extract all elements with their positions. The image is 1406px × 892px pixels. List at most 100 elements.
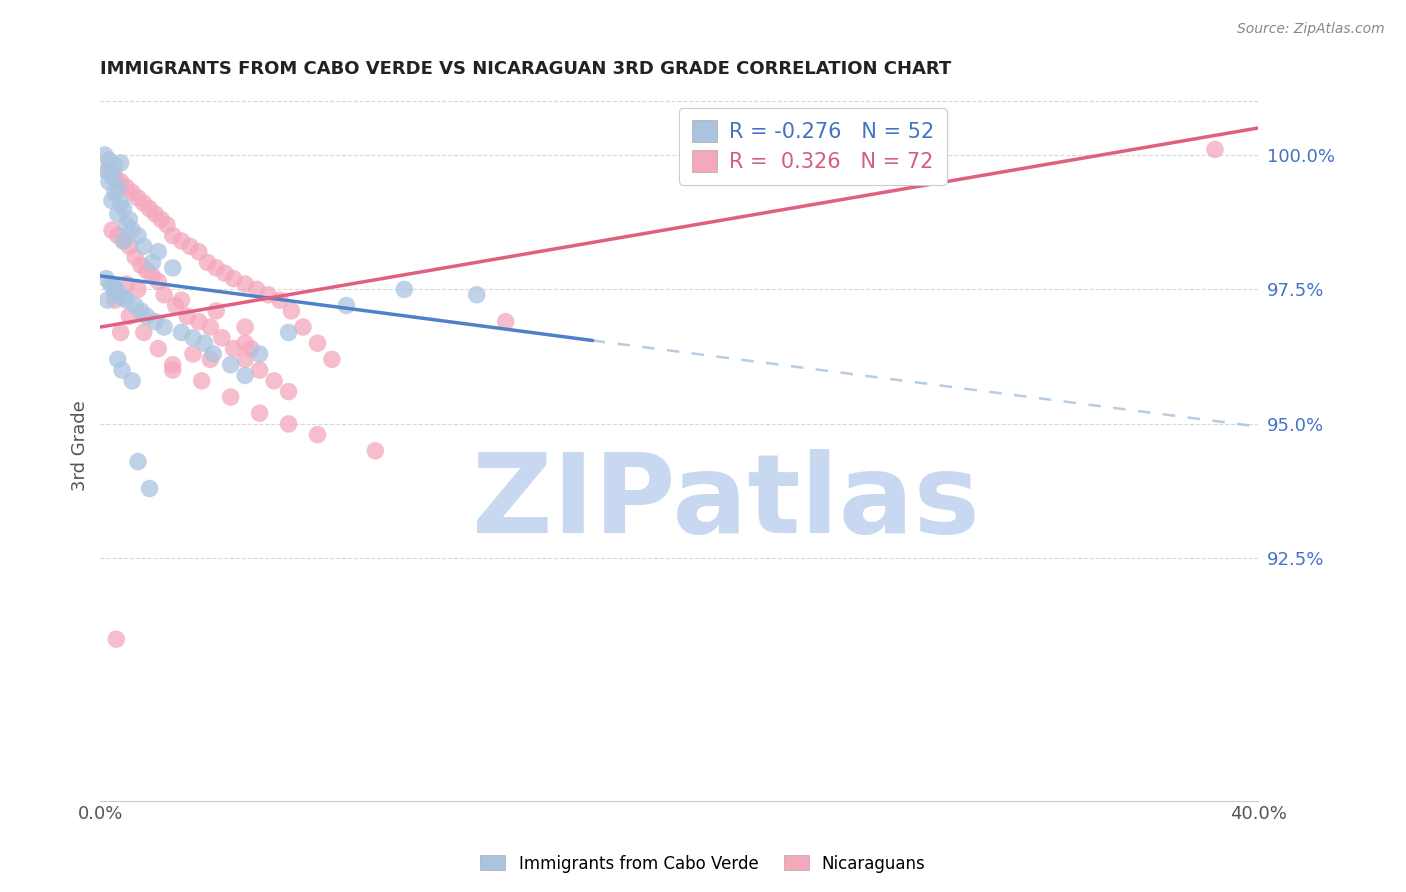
Point (211, 331, 233, 345)
Point (110, 175, 132, 189)
Point (148, 274, 170, 288)
Point (176, 310, 198, 324)
Point (197, 255, 219, 269)
Point (115, 277, 138, 291)
Point (179, 239, 201, 253)
Point (94, 271, 117, 285)
Point (263, 374, 285, 388)
Point (110, 196, 132, 211)
Point (107, 228, 129, 243)
Point (135, 310, 157, 324)
Point (110, 326, 132, 340)
Point (205, 304, 228, 318)
Point (233, 368, 256, 383)
Point (222, 342, 245, 356)
Point (257, 287, 280, 301)
Point (104, 159, 127, 173)
Point (200, 352, 222, 367)
Point (249, 406, 271, 420)
Point (98, 175, 121, 189)
Point (127, 454, 149, 468)
Point (181, 331, 204, 345)
Point (100, 277, 122, 291)
Point (129, 258, 152, 272)
Point (141, 268, 163, 283)
Point (112, 234, 135, 248)
Point (115, 293, 138, 307)
Point (112, 202, 135, 216)
Point (115, 180, 138, 194)
Point (105, 632, 128, 647)
Point (115, 218, 138, 232)
Text: IMMIGRANTS FROM CABO VERDE VS NICARAGUAN 3RD GRADE CORRELATION CHART: IMMIGRANTS FROM CABO VERDE VS NICARAGUAN… (100, 60, 952, 78)
Point (138, 482, 160, 496)
Point (156, 218, 179, 232)
Point (233, 352, 256, 367)
Point (187, 244, 209, 259)
Point (233, 320, 256, 334)
Legend: R = -0.276   N = 52, R =  0.326   N = 72: R = -0.276 N = 52, R = 0.326 N = 72 (679, 108, 946, 185)
Point (118, 310, 141, 324)
Point (246, 282, 269, 296)
Point (101, 169, 124, 184)
Point (269, 293, 291, 307)
Point (214, 266, 236, 280)
Point (280, 304, 302, 318)
Point (124, 250, 146, 264)
Point (202, 347, 225, 361)
Point (105, 282, 128, 296)
Point (101, 194, 124, 208)
Point (124, 299, 146, 313)
Point (121, 223, 143, 237)
Point (364, 443, 387, 458)
Point (132, 239, 155, 253)
Point (107, 207, 129, 221)
Text: ZIPatlas: ZIPatlas (472, 449, 980, 556)
Point (277, 326, 299, 340)
Point (277, 384, 299, 399)
Point (170, 293, 193, 307)
Point (335, 299, 357, 313)
Point (321, 352, 343, 367)
Point (143, 315, 166, 329)
Point (129, 304, 152, 318)
Point (104, 293, 127, 307)
Point (110, 156, 132, 170)
Point (104, 186, 127, 200)
Point (162, 260, 184, 275)
Point (292, 320, 315, 334)
Point (187, 315, 209, 329)
Point (132, 196, 155, 211)
Point (233, 336, 256, 351)
Point (233, 277, 256, 291)
Point (307, 427, 329, 442)
Point (307, 336, 329, 351)
Point (239, 342, 262, 356)
Point (162, 228, 184, 243)
Point (97, 293, 120, 307)
Point (98, 153, 121, 168)
Point (103, 279, 125, 293)
Point (108, 287, 131, 301)
Point (148, 244, 170, 259)
Point (200, 320, 222, 334)
Point (111, 363, 134, 377)
Point (104, 285, 127, 299)
Point (165, 299, 187, 313)
Point (190, 374, 212, 388)
Point (277, 417, 299, 431)
Point (249, 363, 271, 377)
Point (153, 287, 176, 301)
Point (205, 260, 228, 275)
Point (170, 326, 193, 340)
Point (143, 207, 166, 221)
Point (249, 347, 271, 361)
Point (170, 234, 193, 248)
Point (162, 358, 184, 372)
Legend: Immigrants from Cabo Verde, Nicaraguans: Immigrants from Cabo Verde, Nicaraguans (474, 848, 932, 880)
Point (107, 180, 129, 194)
Point (135, 263, 157, 277)
Point (118, 212, 141, 227)
Point (153, 320, 176, 334)
Point (104, 169, 127, 184)
